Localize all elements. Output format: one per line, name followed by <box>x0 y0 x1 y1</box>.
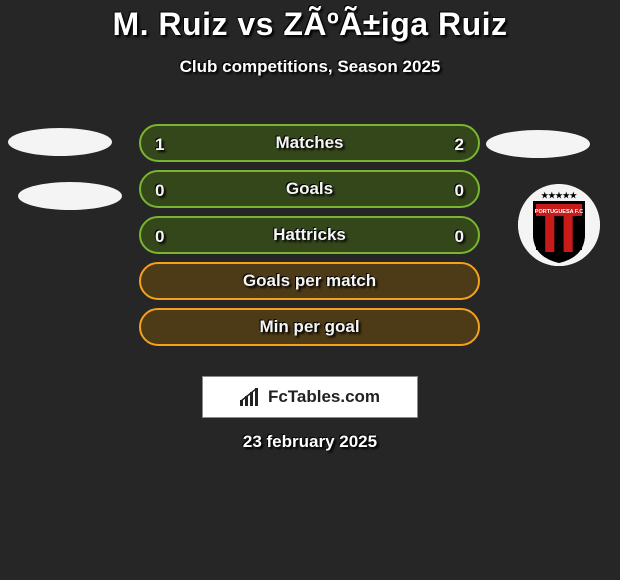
page-subtitle: Club competitions, Season 2025 <box>0 57 620 77</box>
fctables-logo[interactable]: FcTables.com <box>202 376 418 418</box>
stat-pill: Min per goal <box>139 308 480 346</box>
stat-value-right: 2 <box>455 135 464 155</box>
stat-label: Matches <box>275 133 343 153</box>
stat-pill: Matches 1 2 <box>139 124 480 162</box>
stat-value-left: 1 <box>155 135 164 155</box>
footer-logo-box: FcTables.com <box>0 376 620 418</box>
stats-rows: Matches 1 2 Goals 0 0 Hattricks 0 0 Goals per mat… <box>0 124 620 354</box>
stat-row-matches: Matches 1 2 <box>0 124 620 170</box>
stat-value-right: 0 <box>455 227 464 247</box>
stat-pill: Goals per match <box>139 262 480 300</box>
stat-pill: Hattricks 0 0 <box>139 216 480 254</box>
stat-value-left: 0 <box>155 227 164 247</box>
comparison-card: M. Ruiz vs ZÃºÃ±iga Ruiz Club competitio… <box>0 6 620 580</box>
stat-row-min-per-goal: Min per goal <box>0 308 620 354</box>
bar-chart-icon <box>240 388 262 406</box>
page-title: M. Ruiz vs ZÃºÃ±iga Ruiz <box>0 6 620 43</box>
stat-row-hattricks: Hattricks 0 0 <box>0 216 620 262</box>
stat-label: Min per goal <box>259 317 359 337</box>
stat-label: Hattricks <box>273 225 346 245</box>
stat-row-goals: Goals 0 0 <box>0 170 620 216</box>
stat-label: Goals <box>286 179 333 199</box>
stat-value-right: 0 <box>455 181 464 201</box>
logo-text: FcTables.com <box>268 387 380 407</box>
stat-value-left: 0 <box>155 181 164 201</box>
snapshot-date: 23 february 2025 <box>0 432 620 452</box>
stat-row-goals-per-match: Goals per match <box>0 262 620 308</box>
stat-label: Goals per match <box>243 271 376 291</box>
stat-pill: Goals 0 0 <box>139 170 480 208</box>
